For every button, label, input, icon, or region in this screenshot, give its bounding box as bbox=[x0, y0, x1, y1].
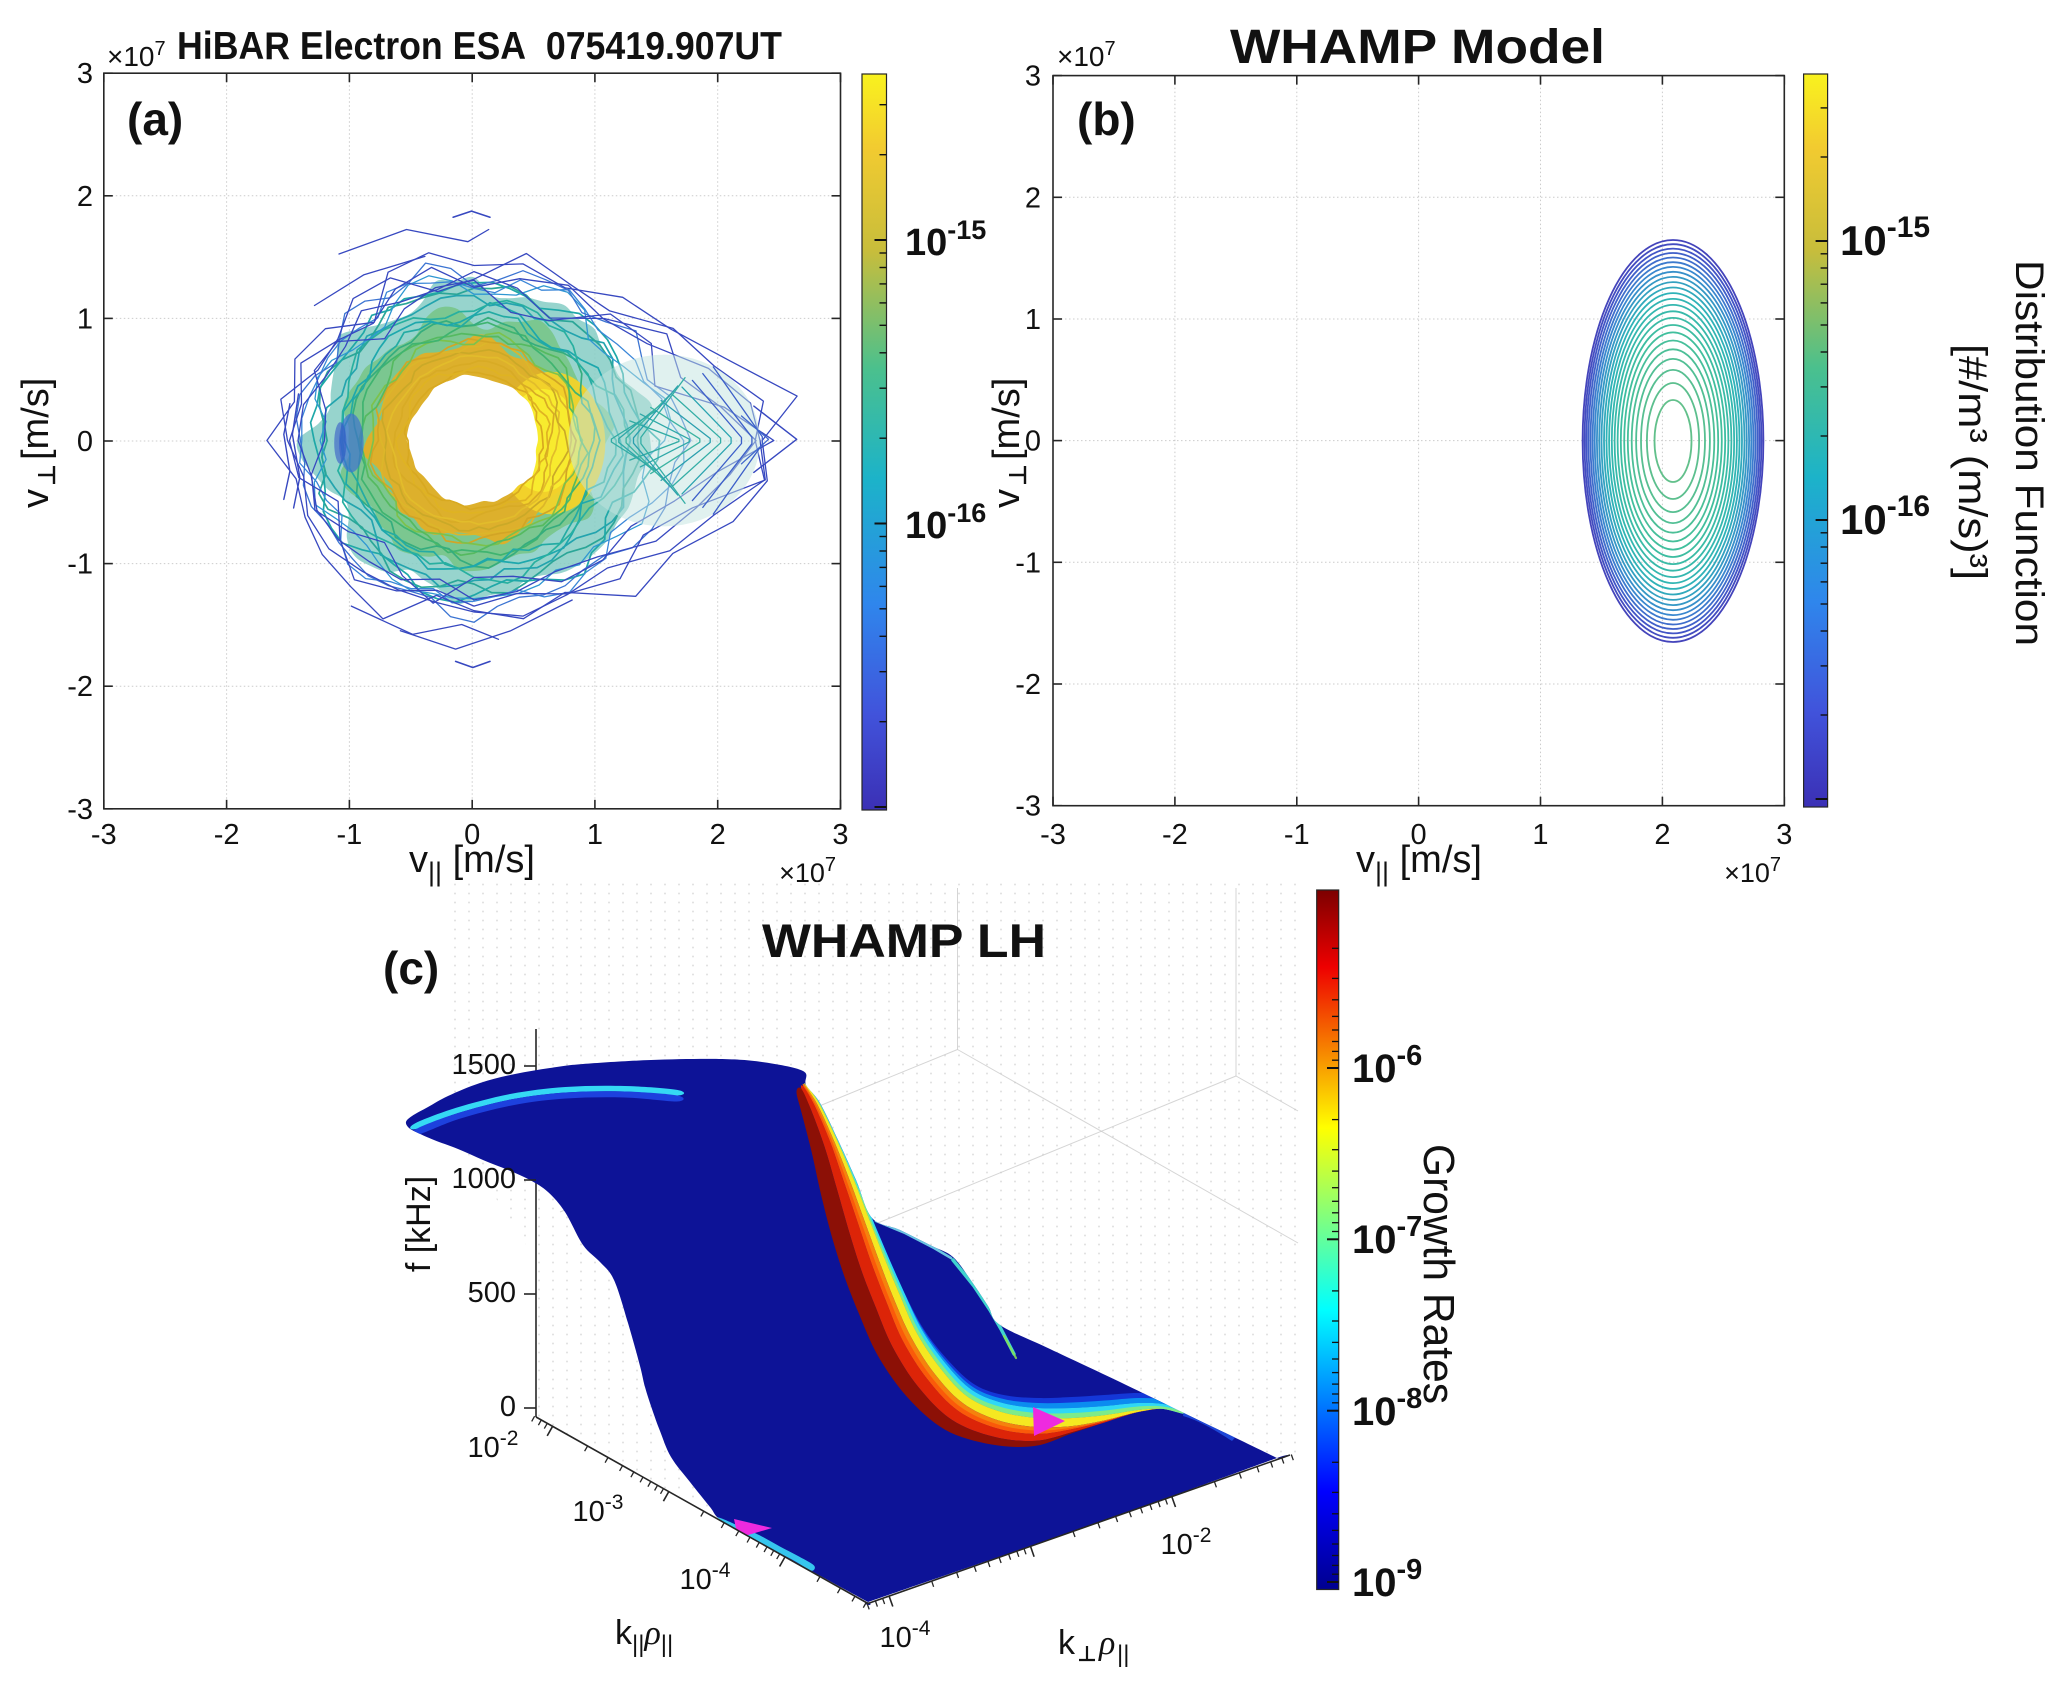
svg-text:1: 1 bbox=[77, 303, 93, 335]
svg-text:1500: 1500 bbox=[451, 1049, 516, 1081]
svg-text:10-7: 10-7 bbox=[1352, 1211, 1422, 1262]
svg-text:1: 1 bbox=[1532, 819, 1548, 851]
svg-text:3: 3 bbox=[77, 58, 93, 90]
svg-text:0: 0 bbox=[77, 426, 93, 458]
svg-text:0: 0 bbox=[464, 819, 480, 851]
svg-text:3: 3 bbox=[1025, 61, 1041, 93]
svg-text:-1: -1 bbox=[1015, 547, 1041, 579]
svg-text:-1: -1 bbox=[337, 819, 363, 851]
svg-text:1: 1 bbox=[1025, 304, 1041, 336]
svg-text:v|| [m/s]: v|| [m/s] bbox=[409, 839, 535, 887]
svg-text:v: v bbox=[15, 489, 57, 508]
svg-text:k||ρ||: k||ρ|| bbox=[615, 1614, 673, 1658]
svg-text:0: 0 bbox=[1411, 819, 1427, 851]
svg-text:10-2: 10-2 bbox=[468, 1427, 519, 1464]
svg-text:1000: 1000 bbox=[451, 1163, 516, 1195]
svg-text:-3: -3 bbox=[67, 794, 93, 826]
svg-text:Growth Rates: Growth Rates bbox=[1414, 1144, 1463, 1404]
svg-text:(b): (b) bbox=[1077, 93, 1136, 145]
svg-text:-1: -1 bbox=[67, 549, 93, 581]
svg-text:1: 1 bbox=[587, 819, 603, 851]
svg-text:(a): (a) bbox=[127, 93, 183, 145]
svg-text:-1: -1 bbox=[1284, 819, 1310, 851]
svg-text:10-16: 10-16 bbox=[905, 498, 986, 547]
svg-text:Distribution Function: Distribution Function bbox=[2007, 260, 2051, 646]
svg-text:[#/m³ (m/s)³]: [#/m³ (m/s)³] bbox=[1950, 344, 1994, 580]
svg-text:v|| [m/s]: v|| [m/s] bbox=[1356, 839, 1482, 887]
svg-text:-3: -3 bbox=[1040, 819, 1066, 851]
svg-text:2: 2 bbox=[710, 819, 726, 851]
svg-text:ρ: ρ bbox=[1098, 1625, 1115, 1662]
svg-text:-2: -2 bbox=[67, 671, 93, 703]
svg-text:0: 0 bbox=[500, 1391, 516, 1423]
svg-text:-2: -2 bbox=[214, 819, 240, 851]
svg-text:2: 2 bbox=[77, 181, 93, 213]
svg-text:f [kHz]: f [kHz] bbox=[400, 1176, 438, 1272]
svg-text:2: 2 bbox=[1025, 182, 1041, 214]
svg-text:3: 3 bbox=[1776, 819, 1792, 851]
svg-text:HiBAR Electron ESA 075419.907: HiBAR Electron ESA 075419.907UT bbox=[177, 25, 782, 68]
svg-text:v: v bbox=[986, 489, 1028, 508]
svg-text:-2: -2 bbox=[1015, 669, 1041, 701]
svg-text:-3: -3 bbox=[1015, 791, 1041, 823]
svg-text:-3: -3 bbox=[91, 819, 117, 851]
svg-text:[m/s]: [m/s] bbox=[986, 378, 1028, 460]
svg-text:10-6: 10-6 bbox=[1352, 1040, 1422, 1091]
svg-text:500: 500 bbox=[468, 1277, 516, 1309]
svg-text:2: 2 bbox=[1654, 819, 1670, 851]
svg-text:||: || bbox=[1117, 1641, 1129, 1668]
svg-text:(c): (c) bbox=[383, 942, 439, 994]
svg-text:[m/s]: [m/s] bbox=[15, 378, 57, 460]
svg-text:3: 3 bbox=[832, 819, 848, 851]
svg-text:k: k bbox=[1058, 1624, 1076, 1662]
svg-text:WHAMP LH: WHAMP LH bbox=[762, 914, 1046, 967]
svg-text:-2: -2 bbox=[1162, 819, 1188, 851]
svg-text:WHAMP Model: WHAMP Model bbox=[1230, 21, 1605, 74]
svg-text:0: 0 bbox=[1025, 426, 1041, 458]
